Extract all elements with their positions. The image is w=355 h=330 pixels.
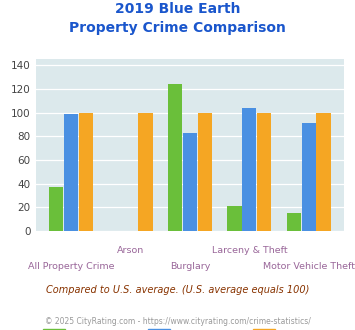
Bar — [49, 187, 64, 231]
Bar — [302, 123, 316, 231]
Bar — [79, 113, 93, 231]
Bar — [242, 108, 256, 231]
Text: Burglary: Burglary — [170, 262, 210, 271]
Bar — [183, 133, 197, 231]
Text: Property Crime Comparison: Property Crime Comparison — [69, 21, 286, 35]
Bar — [316, 113, 331, 231]
Bar — [257, 113, 271, 231]
Bar — [64, 114, 78, 231]
Text: © 2025 CityRating.com - https://www.cityrating.com/crime-statistics/: © 2025 CityRating.com - https://www.city… — [45, 317, 310, 326]
Text: Arson: Arson — [117, 246, 144, 255]
Bar — [168, 84, 182, 231]
Legend: Blue Earth, Minnesota, National: Blue Earth, Minnesota, National — [40, 326, 340, 330]
Bar — [227, 206, 242, 231]
Text: Motor Vehicle Theft: Motor Vehicle Theft — [263, 262, 355, 271]
Text: All Property Crime: All Property Crime — [28, 262, 114, 271]
Bar — [198, 113, 212, 231]
Text: Larceny & Theft: Larceny & Theft — [212, 246, 287, 255]
Bar — [138, 113, 153, 231]
Text: 2019 Blue Earth: 2019 Blue Earth — [115, 2, 240, 16]
Bar — [287, 213, 301, 231]
Text: Compared to U.S. average. (U.S. average equals 100): Compared to U.S. average. (U.S. average … — [46, 285, 309, 295]
